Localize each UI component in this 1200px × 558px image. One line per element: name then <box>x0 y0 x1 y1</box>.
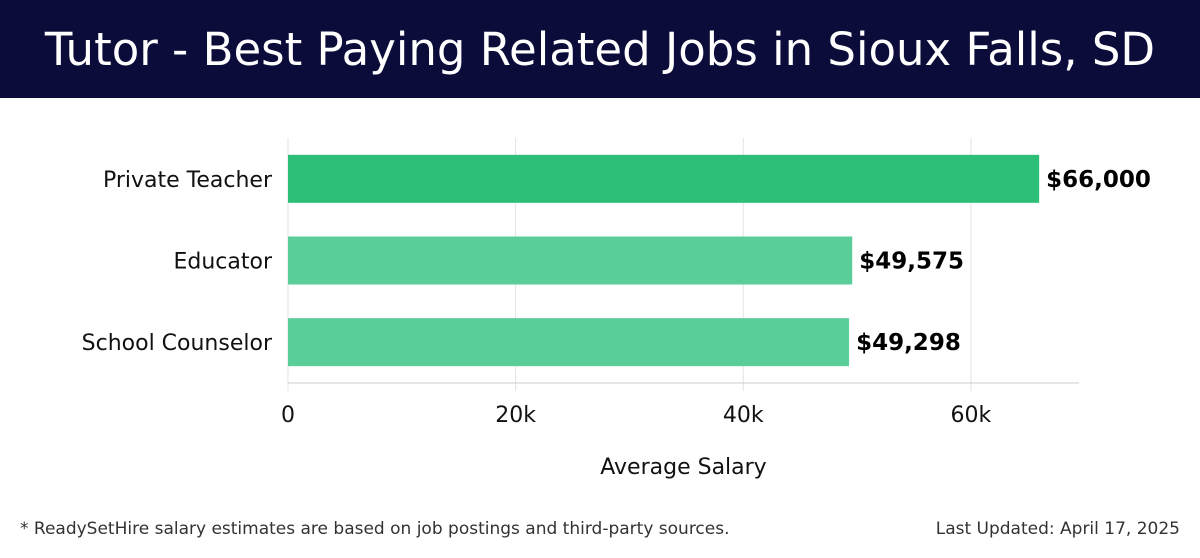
data-label: $49,298 <box>856 330 961 356</box>
x-tick-label: 60k <box>951 403 992 428</box>
footnote: * ReadySetHire salary estimates are base… <box>20 519 730 539</box>
header-banner: Tutor - Best Paying Related Jobs in Siou… <box>0 0 1200 98</box>
bar <box>288 236 853 285</box>
x-tick-label: 20k <box>495 403 536 428</box>
category-label: Private Teacher <box>103 168 273 193</box>
bar <box>288 318 850 367</box>
x-tick-label: 0 <box>281 403 295 428</box>
x-axis-title: Average Salary <box>600 455 766 480</box>
page-title: Tutor - Best Paying Related Jobs in Siou… <box>44 22 1156 76</box>
salary-bar-chart: Private Teacher $66,000 Educator $49,575 Sch… <box>82 138 1151 480</box>
data-label: $49,575 <box>859 249 964 275</box>
category-label: Educator <box>173 250 272 275</box>
data-label: $66,000 <box>1046 167 1151 193</box>
last-updated: Last Updated: April 17, 2025 <box>935 519 1180 539</box>
x-tick-label: 40k <box>723 403 764 428</box>
category-label: School Counselor <box>82 331 273 356</box>
bar <box>288 154 1040 203</box>
